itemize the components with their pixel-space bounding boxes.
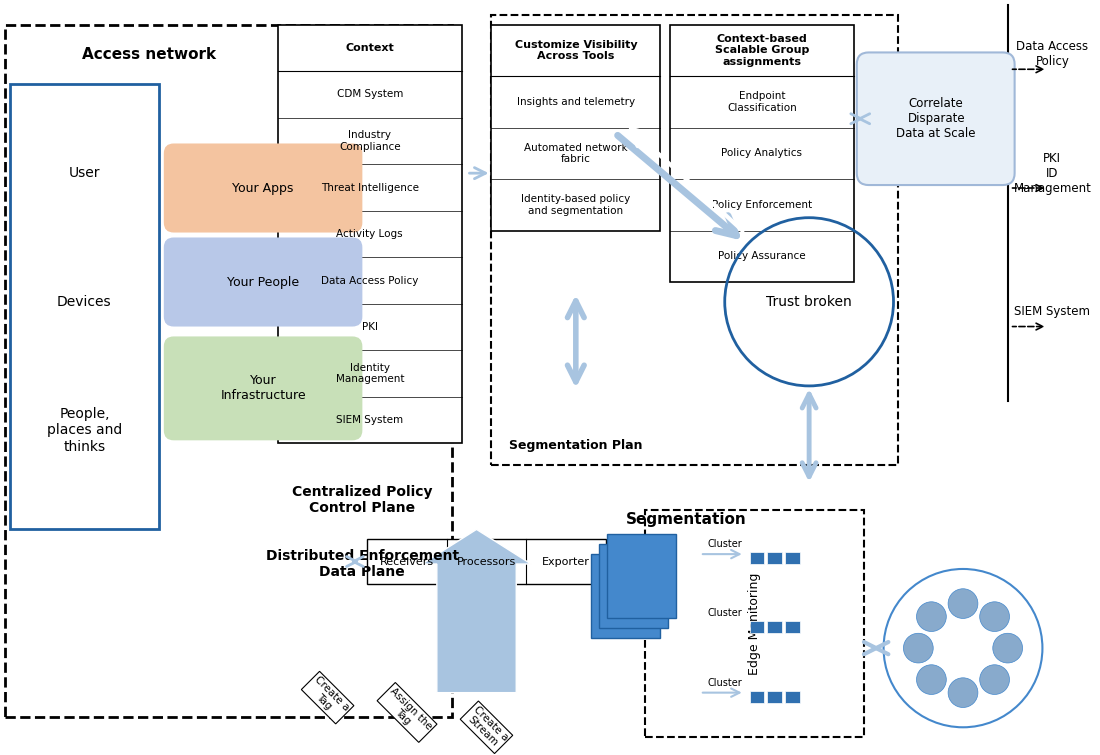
Circle shape [993, 633, 1023, 663]
Circle shape [916, 602, 946, 631]
Text: Policy Analytics: Policy Analytics [722, 149, 803, 159]
Text: Segmentation Plan: Segmentation Plan [509, 439, 642, 451]
Text: Your Apps: Your Apps [232, 181, 294, 195]
Circle shape [903, 633, 933, 663]
Circle shape [916, 664, 946, 695]
Bar [749, 621, 764, 633]
Bar [768, 621, 782, 633]
Circle shape [948, 678, 978, 707]
Text: Your
Infrastructure: Your Infrastructure [220, 374, 306, 402]
Text: Data Access Policy: Data Access Policy [321, 276, 418, 285]
Text: Automated network
fabric: Automated network fabric [524, 143, 628, 164]
Text: Assign the
Tag: Assign the Tag [379, 686, 434, 739]
FancyBboxPatch shape [164, 337, 362, 440]
Bar [785, 621, 800, 633]
FancyBboxPatch shape [164, 238, 362, 326]
Bar [785, 691, 800, 703]
Text: Segmentation: Segmentation [626, 512, 746, 527]
Text: Trust broken: Trust broken [767, 294, 852, 309]
FancyBboxPatch shape [367, 539, 606, 584]
Bar [768, 552, 782, 564]
Text: Activity Logs: Activity Logs [337, 229, 403, 239]
Text: Devices: Devices [57, 294, 112, 309]
Bar [749, 691, 764, 703]
Text: Policy Assurance: Policy Assurance [718, 251, 806, 261]
FancyBboxPatch shape [670, 25, 854, 282]
Text: Endpoint
Classification: Endpoint Classification [727, 91, 796, 112]
Text: Receivers: Receivers [379, 556, 434, 566]
Bar [492, 15, 899, 465]
FancyBboxPatch shape [164, 143, 362, 233]
Text: Data Access
Policy: Data Access Policy [1016, 41, 1088, 69]
Text: User: User [68, 166, 100, 180]
FancyBboxPatch shape [492, 25, 660, 230]
Text: Access network: Access network [81, 47, 216, 62]
Text: Cluster: Cluster [707, 678, 743, 688]
Text: Cluster: Cluster [707, 539, 743, 549]
Text: Distributed Enforcement
Data Plane: Distributed Enforcement Data Plane [266, 549, 459, 579]
Bar [785, 552, 800, 564]
Circle shape [980, 664, 1010, 695]
Text: Customize Visibility
Across Tools: Customize Visibility Across Tools [515, 40, 637, 61]
Bar [749, 552, 764, 564]
FancyBboxPatch shape [857, 52, 1014, 185]
Text: Identity-based policy
and segmentation: Identity-based policy and segmentation [521, 194, 630, 216]
FancyBboxPatch shape [278, 25, 462, 443]
Text: Policy Enforcement: Policy Enforcement [712, 200, 812, 210]
Text: Correlate
Disparate
Data at Scale: Correlate Disparate Data at Scale [896, 97, 976, 140]
Text: Threat Intelligence: Threat Intelligence [321, 183, 419, 193]
Text: SIEM System: SIEM System [337, 415, 404, 425]
Bar [606, 535, 676, 618]
Text: Create a
Stream: Create a Stream [463, 704, 509, 750]
Text: Your People: Your People [227, 276, 299, 288]
Bar [591, 554, 660, 638]
Bar [598, 544, 668, 628]
Circle shape [948, 589, 978, 618]
FancyArrow shape [422, 529, 531, 692]
Text: Centralized Policy
Control Plane: Centralized Policy Control Plane [293, 485, 432, 515]
Text: CDM System: CDM System [337, 90, 403, 100]
Text: SIEM System: SIEM System [1014, 305, 1090, 318]
Text: Processors: Processors [456, 556, 516, 566]
Text: PKI: PKI [362, 322, 377, 332]
Text: Cluster: Cluster [707, 609, 743, 618]
Bar [768, 691, 782, 703]
Text: Exporter: Exporter [542, 556, 590, 566]
Text: Edge Monitoring: Edge Monitoring [748, 572, 761, 674]
Text: Context: Context [345, 43, 394, 53]
Text: People,
places and
thinks: People, places and thinks [47, 407, 122, 454]
Text: Context-based
Scalable Group
assignments: Context-based Scalable Group assignments [715, 34, 810, 67]
FancyBboxPatch shape [10, 84, 158, 529]
Circle shape [980, 602, 1010, 631]
Text: Insights and telemetry: Insights and telemetry [517, 97, 635, 107]
Text: Identity
Management: Identity Management [336, 362, 404, 384]
Text: Industry
Compliance: Industry Compliance [339, 130, 400, 152]
Text: PKI
ID
Management: PKI ID Management [1013, 152, 1091, 195]
Text: Create a
Tag: Create a Tag [305, 674, 351, 721]
Bar [6, 25, 452, 717]
Bar [646, 510, 864, 737]
